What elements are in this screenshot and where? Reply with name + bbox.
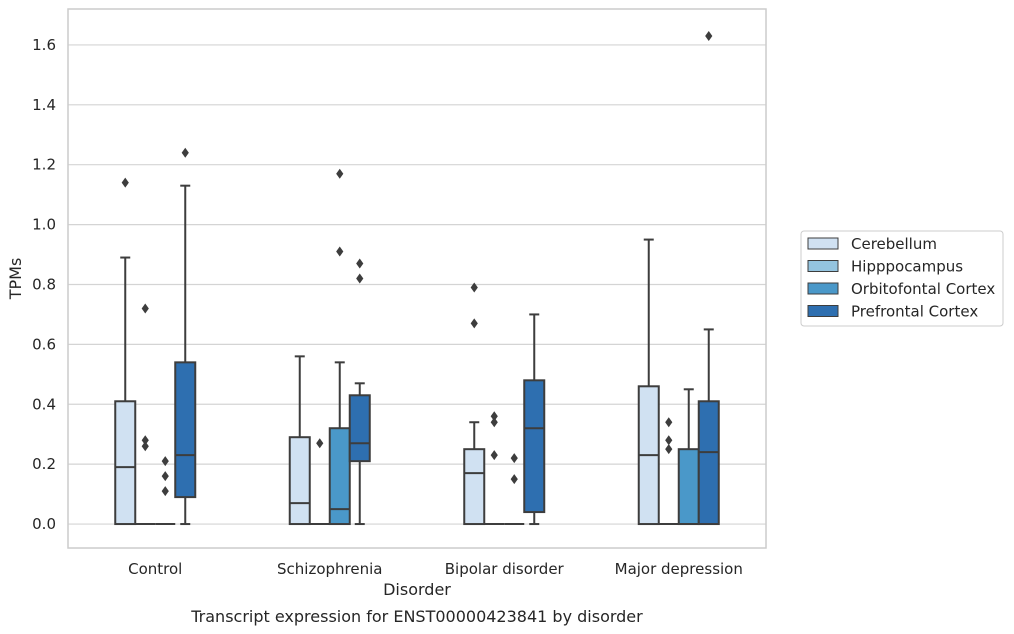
legend-swatch xyxy=(807,282,839,295)
box-1-2 xyxy=(288,355,311,526)
x-tick-label: Major depression xyxy=(615,560,743,578)
box-body xyxy=(328,427,351,526)
x-axis-ticks: Control Schizophrenia Bipolar disorder Majo… xyxy=(128,560,743,578)
gridlines xyxy=(68,44,766,525)
box-2-4 xyxy=(658,417,679,526)
y-tick-label: 0.0 xyxy=(32,515,56,533)
outlier-point xyxy=(665,435,673,446)
box-4-1 xyxy=(174,147,197,526)
box-3-3 xyxy=(504,453,525,526)
outlier-point xyxy=(181,147,189,158)
box-2-2 xyxy=(309,438,330,526)
box-body xyxy=(348,394,371,463)
box-2-1 xyxy=(135,303,156,526)
box-body xyxy=(174,361,197,499)
outlier-point xyxy=(356,258,364,269)
legend-swatch xyxy=(807,237,839,250)
outlier-point xyxy=(470,282,478,293)
outlier-point xyxy=(161,471,169,482)
outlier-point xyxy=(665,444,673,455)
outlier-point xyxy=(510,453,518,464)
legend-label: Hipppocampus xyxy=(851,258,963,276)
y-tick-label: 0.8 xyxy=(32,275,56,293)
box-1-4 xyxy=(637,238,660,526)
box-body xyxy=(463,448,486,526)
outlier-point xyxy=(665,417,673,428)
outlier-point xyxy=(336,168,344,179)
y-tick-label: 1.0 xyxy=(32,216,56,234)
box-1-3 xyxy=(463,282,486,526)
outlier-point xyxy=(161,456,169,467)
legend-label: Cerebellum xyxy=(851,235,937,253)
y-tick-label: 1.4 xyxy=(32,96,56,114)
legend-label: Prefrontal Cortex xyxy=(851,303,978,321)
box-body xyxy=(523,379,546,514)
legend-frame xyxy=(800,230,1004,327)
box-3-2 xyxy=(328,168,351,526)
y-tick-label: 1.6 xyxy=(32,36,56,54)
legend-swatch xyxy=(807,305,839,317)
box-body xyxy=(114,400,137,526)
y-tick-label: 1.2 xyxy=(32,156,56,174)
outlier-point xyxy=(510,474,518,485)
box-plot-series xyxy=(114,30,720,526)
outlier-point xyxy=(336,246,344,257)
y-tick-label: 0.2 xyxy=(32,455,56,473)
y-axis-title: TPMs xyxy=(6,258,25,301)
x-tick-label: Schizophrenia xyxy=(277,560,382,578)
y-tick-label: 0.6 xyxy=(32,335,56,353)
box-2-3 xyxy=(484,411,505,526)
box-1-1 xyxy=(114,177,137,526)
outlier-point xyxy=(490,450,498,461)
box-body xyxy=(288,436,311,526)
outlier-point xyxy=(141,303,149,314)
box-3-1 xyxy=(155,456,176,526)
y-tick-label: 0.4 xyxy=(32,395,56,413)
box-4-2 xyxy=(348,258,371,526)
chart-caption: Transcript expression for ENST0000042384… xyxy=(190,607,643,626)
legend: Cerebellum Hipppocampus Orbitofontal Corte… xyxy=(800,230,1004,327)
box-3-4 xyxy=(677,388,700,526)
outlier-point xyxy=(161,486,169,497)
x-tick-label: Control xyxy=(128,560,182,578)
outlier-point xyxy=(356,273,364,284)
box-4-3 xyxy=(523,313,546,526)
legend-swatch xyxy=(807,260,839,272)
outlier-point xyxy=(121,177,129,188)
outlier-point xyxy=(470,318,478,329)
box-body xyxy=(677,448,700,526)
outlier-point xyxy=(141,441,149,452)
outlier-point xyxy=(141,435,149,446)
y-axis-ticks: 0.0 0.2 0.4 0.6 0.8 1.0 1.2 1.4 1.6 xyxy=(32,36,56,533)
box-4-4 xyxy=(697,30,720,526)
outlier-point xyxy=(705,30,713,41)
outlier-point xyxy=(490,417,498,428)
x-tick-label: Bipolar disorder xyxy=(445,560,565,578)
legend-label: Orbitofontal Cortex xyxy=(851,280,995,298)
box-body xyxy=(697,400,720,526)
outlier-point xyxy=(490,411,498,422)
outlier-point xyxy=(316,438,324,449)
plot-frame xyxy=(67,8,767,549)
x-axis-title: Disorder xyxy=(383,580,451,599)
